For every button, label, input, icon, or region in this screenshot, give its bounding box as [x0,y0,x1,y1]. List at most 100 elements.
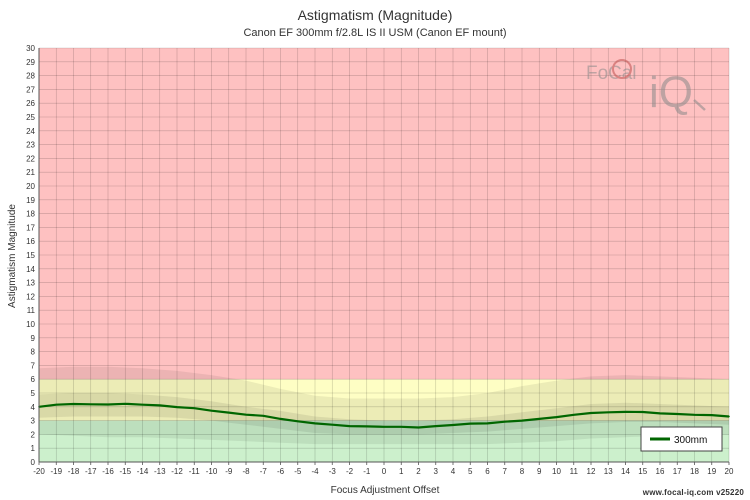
data-point [124,402,127,405]
data-point [348,425,351,427]
logo-ring [612,59,632,79]
x-tick-label: 6 [485,467,490,476]
data-point [193,407,196,409]
x-tick-label: -10 [206,467,218,476]
zone-poor [39,48,729,380]
y-tick-label: 30 [26,44,35,53]
data-point [262,414,265,417]
y-tick-label: 22 [26,154,35,163]
data-point [296,420,299,423]
legend-label-300mm: 300mm [674,435,707,446]
data-point [503,420,506,423]
logo-text-cal: Cal [608,63,637,84]
y-tick-label: 29 [26,58,35,67]
x-tick-label: 11 [570,467,579,476]
x-tick-label: 9 [537,467,542,476]
data-point [365,425,368,428]
band-inner [39,393,729,435]
y-tick-label: 6 [31,375,36,384]
data-point [538,418,541,420]
data-point [279,418,282,420]
x-tick-label: -20 [33,467,45,476]
data-point [452,424,454,426]
x-tick-label: 8 [520,467,525,476]
data-point [728,415,730,418]
data-point [141,403,144,406]
x-tick-label: -7 [260,467,268,476]
x-tick-label: 15 [638,467,647,476]
x-tick-label: -13 [154,467,166,476]
x-tick-label: 7 [503,467,508,476]
x-tick-label: -15 [119,467,131,476]
y-tick-label: 25 [26,113,35,122]
data-point [417,426,420,429]
x-tick-label: 4 [451,467,456,476]
chart-subtitle: Canon EF 300mm f/2.8L IS II USM (Canon E… [243,27,507,39]
x-tick-label: 1 [399,467,404,476]
zone-fair [39,379,729,421]
y-tick-label: 7 [31,361,36,370]
data-point [676,413,679,415]
data-point [331,423,334,426]
x-tick-label: -1 [363,467,371,476]
y-tick-label: 20 [26,182,35,191]
x-tick-label: 0 [382,467,387,476]
y-tick-label: 1 [31,444,36,453]
data-point [590,412,592,414]
y-tick-label: 0 [31,458,36,467]
data-point [314,422,316,425]
data-point [521,419,523,422]
x-tick-label: -8 [242,467,250,476]
y-tick-label: 28 [26,72,35,81]
data-point [486,422,489,425]
x-tick-label: 18 [690,467,699,476]
x-tick-label: -2 [346,467,354,476]
data-point [210,409,213,412]
y-tick-label: 10 [26,320,35,329]
legend: 300mm [640,426,723,452]
x-tick-label: 14 [621,467,630,476]
data-point [693,414,696,416]
x-tick-label: 5 [468,467,473,476]
data-point [641,411,644,413]
y-tick-label: 5 [31,389,36,398]
variance-bands [39,366,729,445]
x-tick-label: -19 [50,467,62,476]
y-tick-label: 15 [26,251,35,260]
data-point [245,413,247,416]
y-tick-label: 26 [26,99,35,108]
y-tick-label: 17 [26,223,35,232]
x-tick-label: -11 [189,467,201,476]
x-tick-label: -9 [225,467,233,476]
y-tick-label: 8 [31,348,36,357]
x-tick-label: 2 [416,467,421,476]
data-point [383,426,385,428]
data-point [227,411,230,414]
y-tick-label: 24 [26,127,35,136]
y-tick-label: 4 [31,403,36,412]
y-tick-label: 13 [26,279,35,288]
x-tick-label: -14 [137,467,149,476]
y-tick-label: 27 [26,85,35,94]
data-point [572,414,575,416]
data-point [607,411,610,414]
logo-magnifier-handle [693,99,706,111]
data-point [400,426,403,428]
data-point [555,416,558,418]
y-tick-label: 18 [26,210,35,219]
x-tick-label: -12 [171,467,183,476]
x-tick-label: 20 [725,467,734,476]
logo-text-iq: iQ [649,68,693,117]
band-outer [39,366,729,445]
data-series [38,402,730,429]
focal-iq-logo: Fo Cal iQ [586,59,706,117]
data-point [434,425,437,427]
y-tick-label: 11 [27,306,36,315]
x-tick-label: 19 [707,467,716,476]
y-tick-label: 19 [26,196,35,205]
data-point [89,403,92,406]
x-axis-label: Focus Adjustment Offset [331,485,440,496]
data-point [659,412,661,415]
x-tick-label: 3 [434,467,439,476]
